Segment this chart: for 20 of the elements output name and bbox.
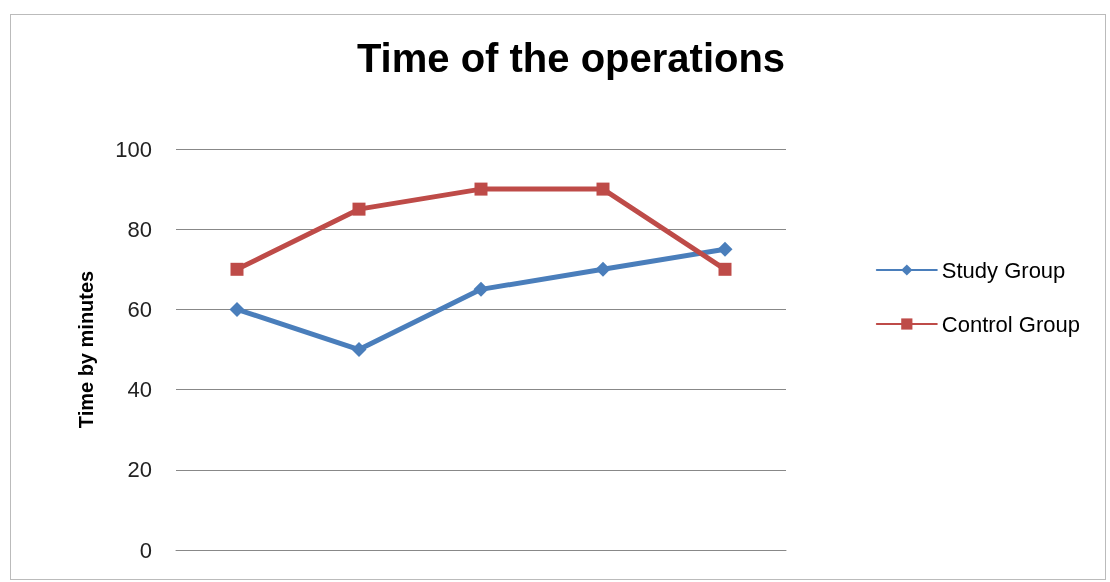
point xyxy=(230,262,244,276)
chart-title: Time of the operations xyxy=(356,36,786,80)
point xyxy=(351,342,367,357)
point xyxy=(596,182,610,196)
point xyxy=(474,182,488,196)
point xyxy=(352,202,366,216)
y-tick-label: 20 xyxy=(127,457,152,483)
y-tick-label: 60 xyxy=(127,296,152,322)
y-tick-label: 80 xyxy=(127,216,152,242)
point xyxy=(717,241,733,257)
point xyxy=(473,281,489,297)
point xyxy=(718,262,732,276)
point xyxy=(229,301,245,317)
y-axis-title: Time by minutes xyxy=(75,270,97,429)
y-tick-label: 0 xyxy=(139,537,152,563)
y-tick-label: 40 xyxy=(127,377,152,403)
legend-label: Control Group xyxy=(941,311,1081,337)
legend-label: Study Group xyxy=(941,257,1066,283)
y-tick-label: 100 xyxy=(115,136,152,162)
point xyxy=(595,261,611,277)
